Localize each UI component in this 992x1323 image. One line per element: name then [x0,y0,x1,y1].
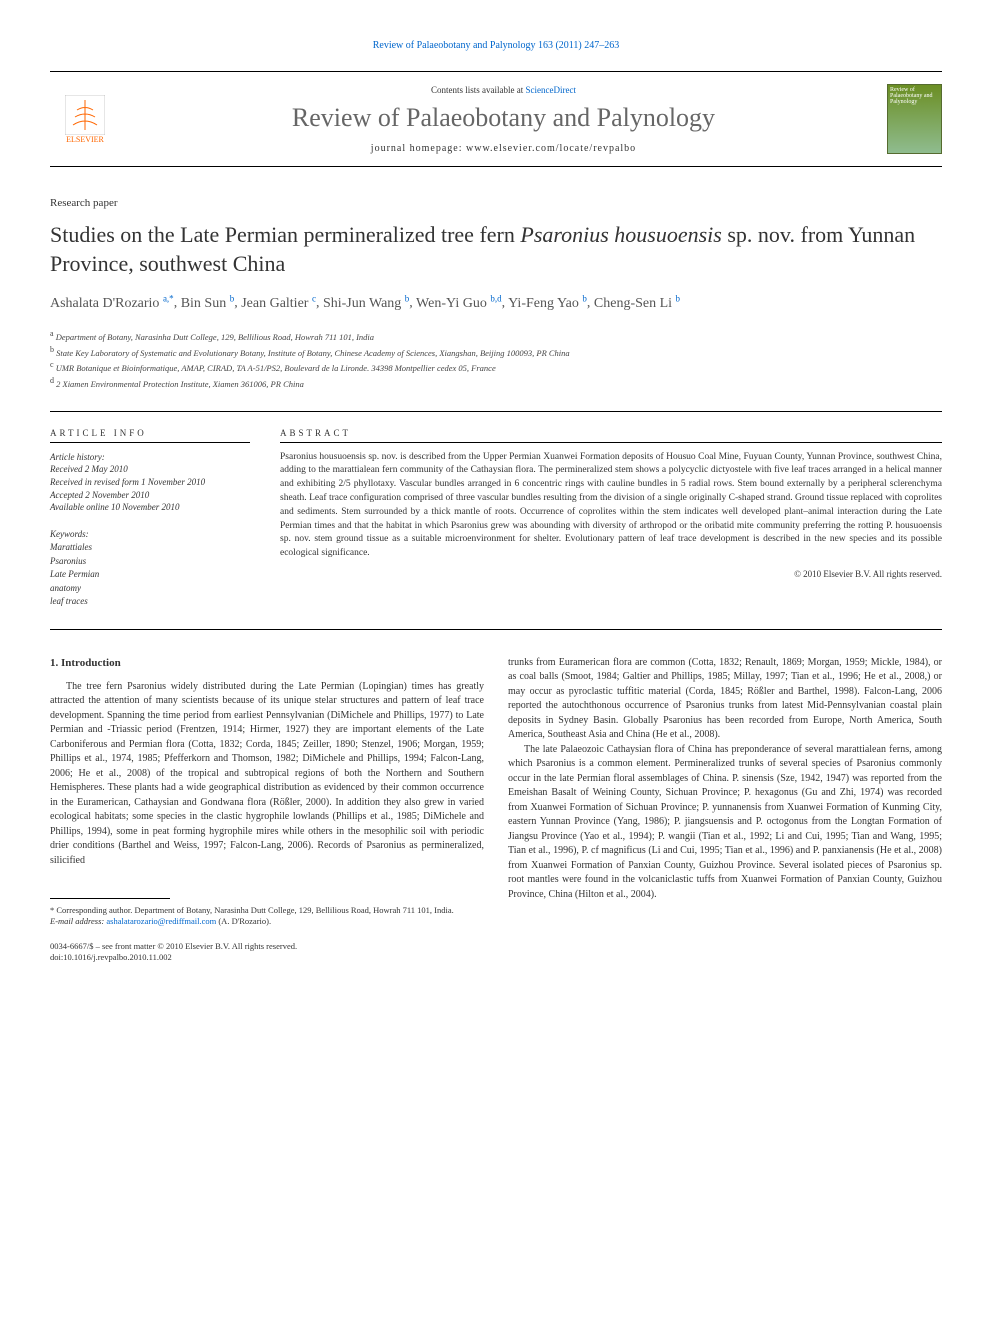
article-type: Research paper [50,197,942,209]
affiliation-c: c UMR Botanique et Bioinformatique, AMAP… [50,359,942,375]
section-1-heading: 1. Introduction [50,656,484,672]
keyword-0: Marattiales [50,541,250,555]
author-1: Bin Sun b [181,296,235,311]
history-label: Article history: [50,451,250,464]
publisher-logo: ELSEVIER [50,84,120,154]
top-citation[interactable]: Review of Palaeobotany and Palynology 16… [50,40,942,51]
email-footnote: E-mail address: ashalatarozario@rediffma… [50,916,484,927]
history-online: Available online 10 November 2010 [50,501,250,514]
author-3: Shi-Jun Wang b [323,296,409,311]
intro-para-left: The tree fern Psaronius widely distribut… [50,680,484,869]
elsevier-tree-icon [65,95,105,135]
corresponding-email-link[interactable]: ashalatarozario@rediffmail.com [106,916,216,926]
contents-label: Contents lists available at [431,85,523,95]
corresponding-author-footnote: * Corresponding author. Department of Bo… [50,905,484,916]
article-info-heading: ARTICLE INFO [50,428,250,443]
abstract-text: Psaronius housuoensis sp. nov. is descri… [280,451,942,561]
publisher-name: ELSEVIER [66,135,104,144]
column-right: trunks from Euramerican flora are common… [508,656,942,964]
email-label: E-mail address: [50,916,104,926]
history-accepted: Accepted 2 November 2010 [50,489,250,502]
affiliation-d: d 2 Xiamen Environmental Protection Inst… [50,375,942,391]
keyword-2: Late Permian [50,568,250,582]
abstract-block: ABSTRACT Psaronius housuoensis sp. nov. … [280,428,942,609]
history-received: Received 2 May 2010 [50,463,250,476]
issn-line: 0034-6667/$ – see front matter © 2010 El… [50,941,484,952]
author-2: Jean Galtier c [241,296,316,311]
divider [50,411,942,412]
footnote-divider [50,898,170,899]
affiliation-b: b State Key Laboratory of Systematic and… [50,344,942,360]
author-5: Yi-Feng Yao b [508,296,587,311]
history-revised: Received in revised form 1 November 2010 [50,476,250,489]
author-0: Ashalata D'Rozario a,* [50,296,174,311]
title-species: Psaronius housuoensis [520,222,721,247]
column-left: 1. Introduction The tree fern Psaronius … [50,656,484,964]
abstract-heading: ABSTRACT [280,428,942,443]
affiliations: a Department of Botany, Narasinha Dutt C… [50,328,942,391]
contents-list-line: Contents lists available at ScienceDirec… [120,85,887,95]
intro-para-right-1: trunks from Euramerican flora are common… [508,656,942,743]
article-history: Article history: Received 2 May 2010 Rec… [50,451,250,514]
copyright-line: © 2010 Elsevier B.V. All rights reserved… [280,569,942,579]
doi-line: doi:10.1016/j.revpalbo.2010.11.002 [50,952,484,963]
keyword-4: leaf traces [50,595,250,609]
journal-cover-thumbnail: Review of Palaeobotany and Palynology [887,84,942,154]
affiliation-a: a Department of Botany, Narasinha Dutt C… [50,328,942,344]
sciencedirect-link[interactable]: ScienceDirect [526,85,576,95]
email-paren: (A. D'Rozario). [216,916,271,926]
article-info-block: ARTICLE INFO Article history: Received 2… [50,428,250,609]
author-6: Cheng-Sen Li b [594,296,680,311]
journal-header: ELSEVIER Contents lists available at Sci… [50,71,942,167]
journal-homepage[interactable]: journal homepage: www.elsevier.com/locat… [120,143,887,154]
article-title: Studies on the Late Permian permineraliz… [50,221,942,278]
authors-list: Ashalata D'Rozario a,*, Bin Sun b, Jean … [50,292,942,314]
body-columns: 1. Introduction The tree fern Psaronius … [50,656,942,964]
bottom-meta: 0034-6667/$ – see front matter © 2010 El… [50,941,484,963]
intro-para-right-2: The late Palaeozoic Cathaysian flora of … [508,743,942,903]
author-4: Wen-Yi Guo b,d [416,296,502,311]
keyword-3: anatomy [50,582,250,596]
keywords-label: Keywords: [50,528,250,542]
keywords-block: Keywords: Marattiales Psaronius Late Per… [50,528,250,609]
title-pre: Studies on the Late Permian permineraliz… [50,222,520,247]
journal-name: Review of Palaeobotany and Palynology [120,103,887,133]
keyword-1: Psaronius [50,555,250,569]
divider-2 [50,629,942,630]
